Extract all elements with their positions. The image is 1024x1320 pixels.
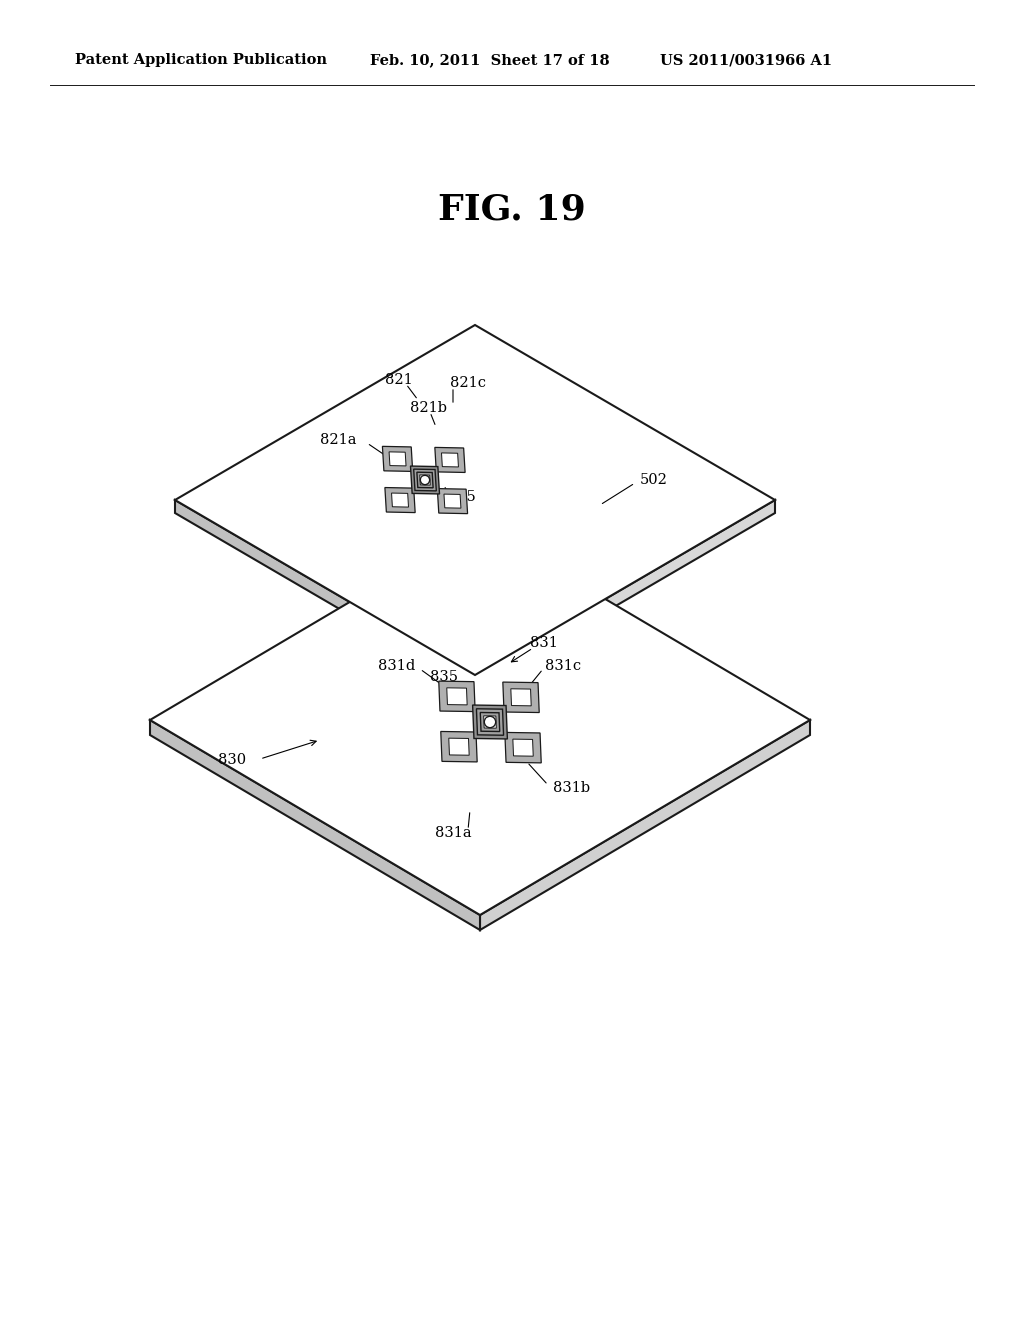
Text: 831: 831 [530, 636, 558, 649]
Polygon shape [505, 733, 542, 763]
Polygon shape [476, 709, 504, 735]
Polygon shape [150, 525, 810, 915]
Polygon shape [480, 713, 500, 731]
Text: US 2011/0031966 A1: US 2011/0031966 A1 [660, 53, 833, 67]
Text: 815: 815 [449, 490, 476, 504]
Polygon shape [420, 475, 430, 484]
Text: 502: 502 [640, 473, 668, 487]
Polygon shape [389, 451, 407, 466]
Polygon shape [478, 711, 502, 733]
Polygon shape [480, 719, 810, 931]
Polygon shape [511, 689, 531, 706]
Polygon shape [438, 681, 475, 711]
Polygon shape [411, 466, 439, 494]
Polygon shape [444, 494, 461, 508]
Polygon shape [440, 731, 477, 762]
Polygon shape [435, 447, 465, 473]
Text: 821b: 821b [410, 401, 447, 414]
Text: 831a: 831a [435, 826, 472, 840]
Polygon shape [483, 715, 497, 729]
Polygon shape [382, 446, 413, 471]
Polygon shape [417, 473, 433, 488]
Circle shape [420, 475, 430, 484]
Text: 821c: 821c [450, 376, 486, 389]
Polygon shape [414, 469, 436, 491]
Polygon shape [416, 471, 434, 490]
Text: Feb. 10, 2011  Sheet 17 of 18: Feb. 10, 2011 Sheet 17 of 18 [370, 53, 609, 67]
Text: 830: 830 [218, 752, 246, 767]
Polygon shape [175, 500, 475, 688]
Polygon shape [441, 453, 459, 467]
Polygon shape [385, 487, 415, 512]
Text: 821: 821 [385, 374, 413, 387]
Text: FIG. 19: FIG. 19 [438, 193, 586, 227]
Circle shape [484, 717, 496, 727]
Circle shape [485, 718, 490, 722]
Polygon shape [437, 488, 468, 513]
Polygon shape [449, 738, 469, 755]
Circle shape [422, 477, 425, 480]
Polygon shape [475, 500, 775, 688]
Text: 835: 835 [430, 671, 458, 684]
Polygon shape [481, 713, 499, 730]
Polygon shape [150, 719, 480, 931]
Text: Patent Application Publication: Patent Application Publication [75, 53, 327, 67]
Text: 831c: 831c [545, 659, 582, 673]
Polygon shape [503, 682, 540, 713]
Text: 831d: 831d [378, 659, 416, 673]
Text: 831b: 831b [553, 781, 590, 795]
Polygon shape [175, 325, 775, 675]
Text: 821a: 821a [319, 433, 356, 447]
Polygon shape [418, 473, 432, 487]
Polygon shape [473, 705, 507, 739]
Polygon shape [446, 688, 467, 705]
Polygon shape [513, 739, 534, 756]
Polygon shape [391, 494, 409, 507]
